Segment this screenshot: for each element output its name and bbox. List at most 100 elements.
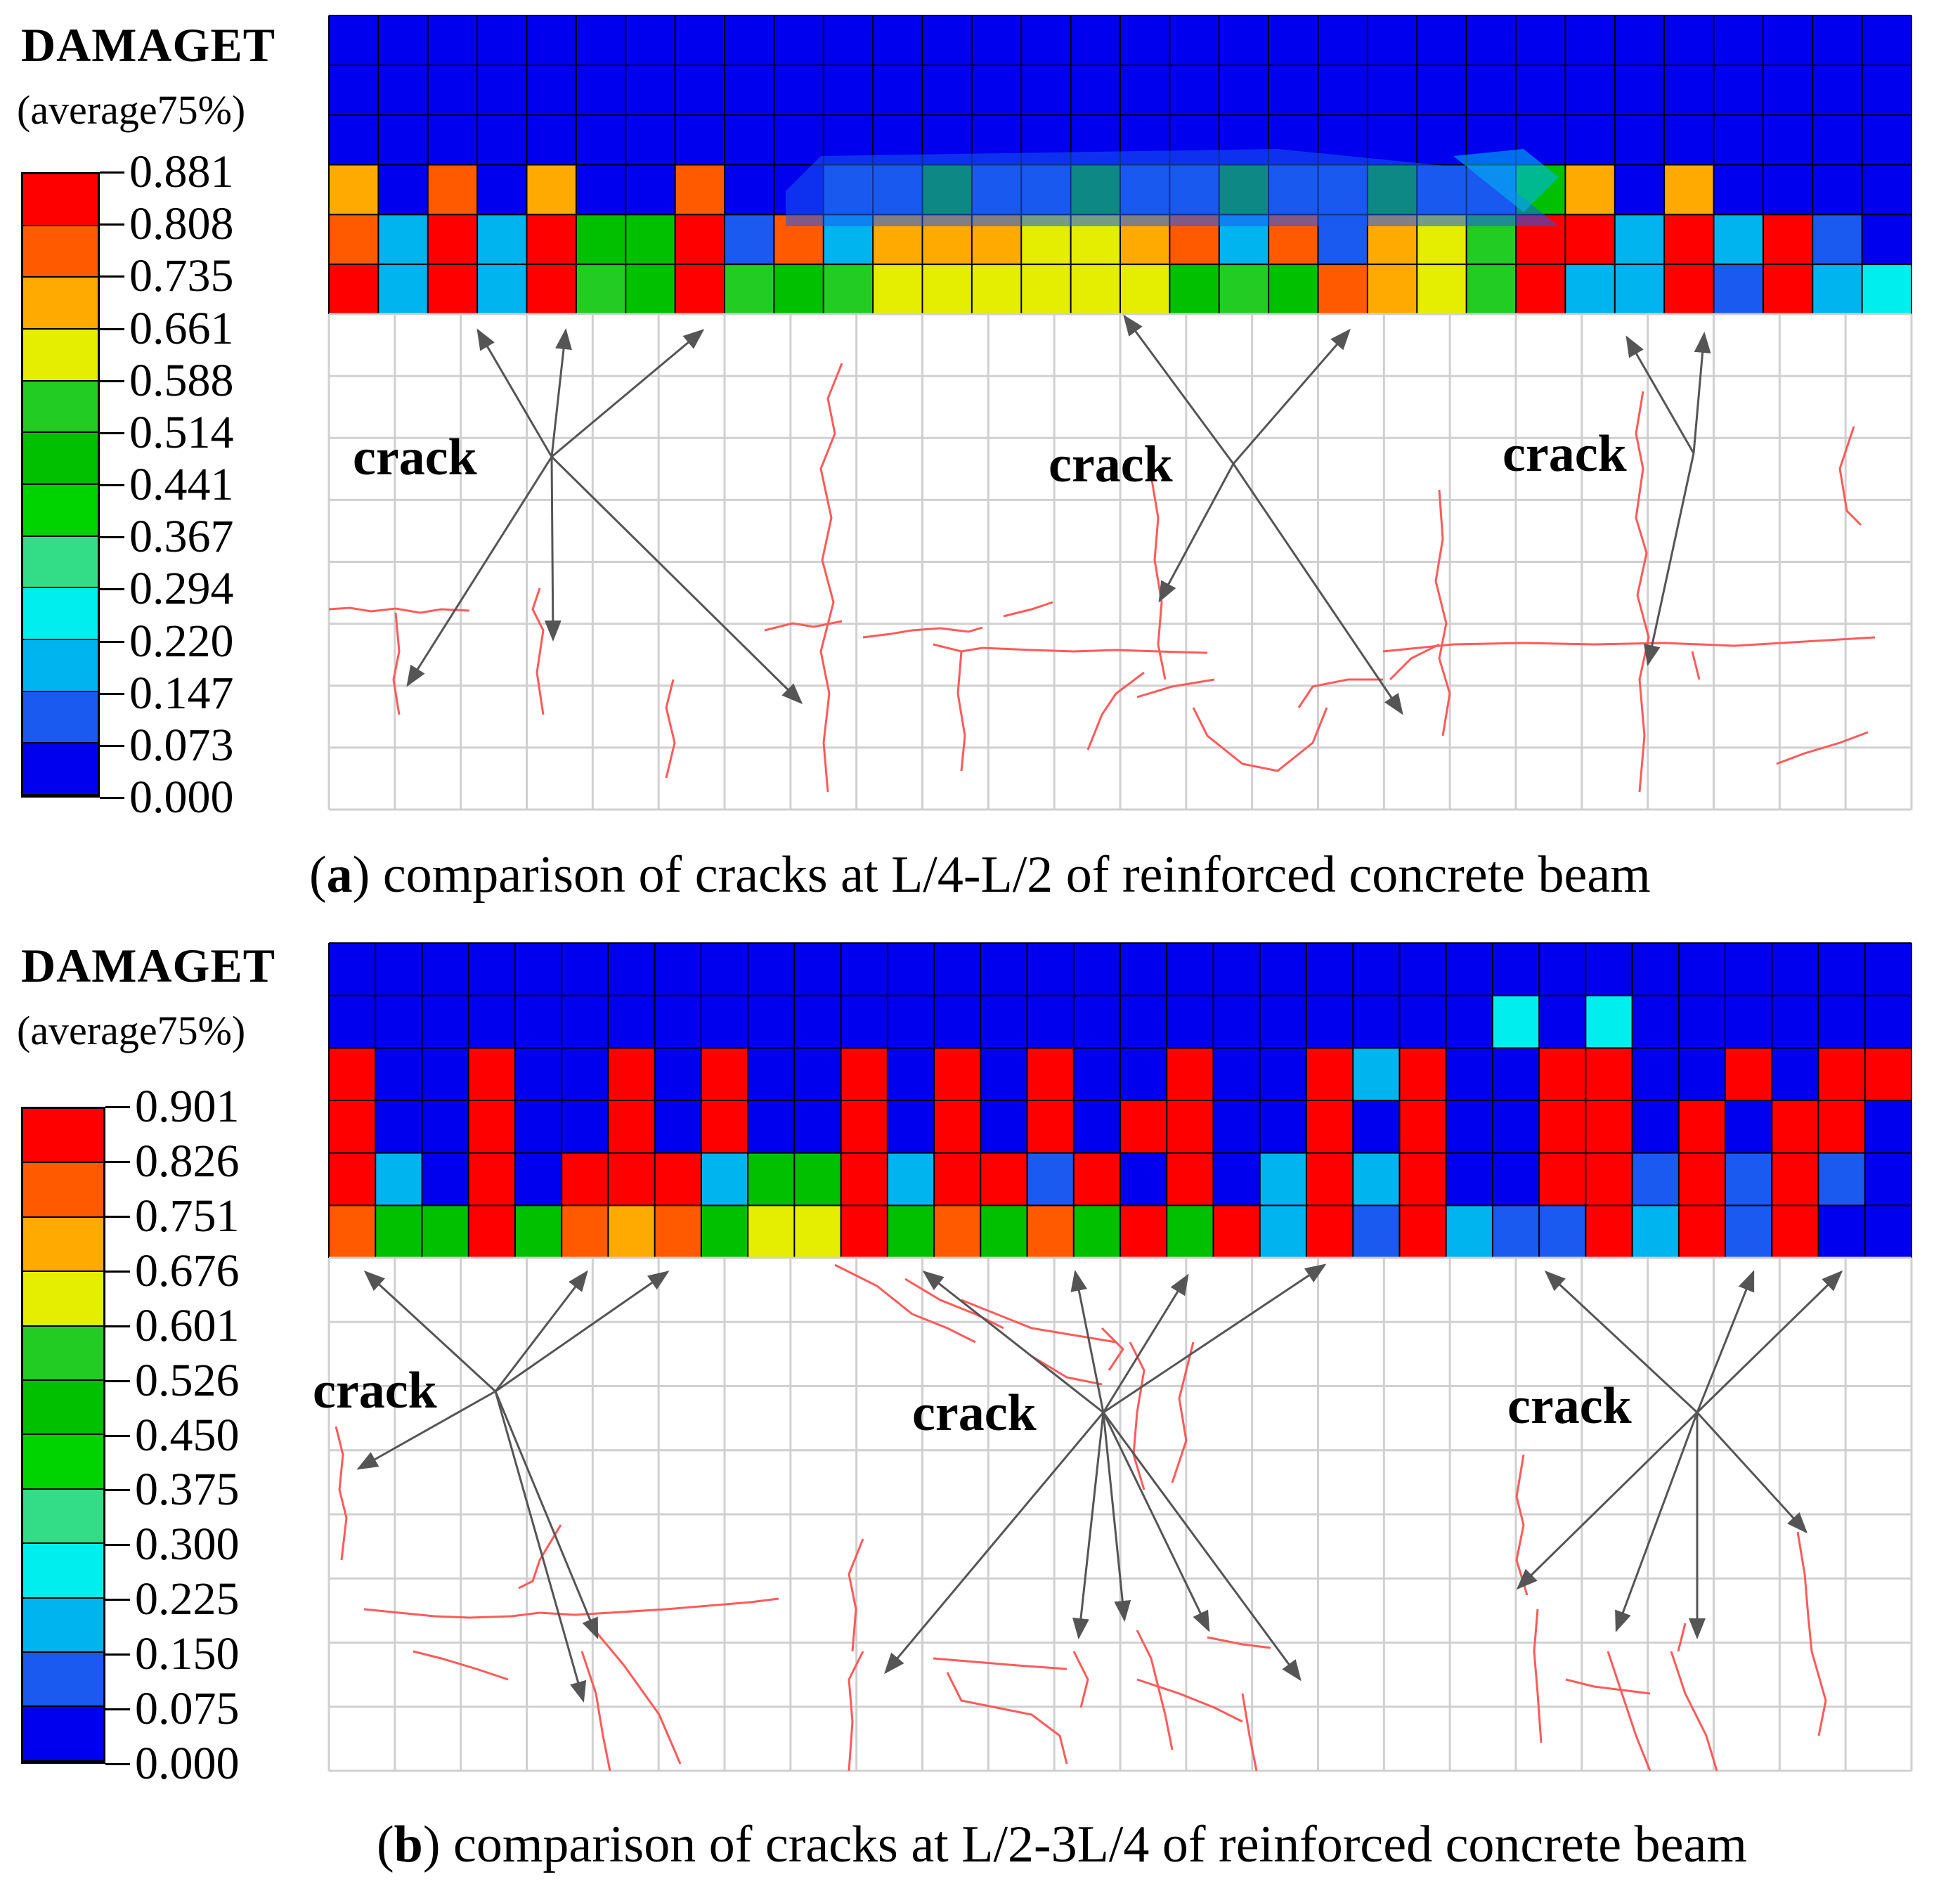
crack-line <box>1101 1327 1124 1371</box>
legend-tick <box>100 484 124 486</box>
mesh-cell <box>1772 1152 1819 1206</box>
mesh-cell <box>1713 214 1764 265</box>
mesh-cell <box>1565 214 1616 265</box>
mesh-cell <box>887 1205 935 1259</box>
legend-tick <box>105 1325 130 1327</box>
mesh-cell <box>329 264 379 315</box>
crack-line <box>819 363 843 793</box>
mesh-cell <box>625 214 676 265</box>
panel-a: DAMAGET (average75%) 0.881 0.808 0.735 0.66… <box>0 0 1960 928</box>
caption-b: (b) comparison of cracks at L/2-3L/4 of … <box>377 1816 1747 1873</box>
crack-arrow <box>494 1391 587 1703</box>
mesh-cell <box>1772 1100 1819 1154</box>
mesh-cell <box>329 1152 376 1206</box>
legend-value: 0.441 <box>129 459 234 510</box>
legend-tick <box>105 1160 130 1163</box>
mesh-cell <box>675 164 725 215</box>
mesh-cell <box>562 1152 609 1206</box>
crack-arrow <box>495 1271 670 1393</box>
mesh-cell <box>329 214 379 265</box>
legend-color-band <box>23 226 98 278</box>
mesh-cell <box>1027 1205 1075 1259</box>
crack-line <box>1241 1693 1258 1772</box>
crack-line <box>1086 671 1145 750</box>
legend-color-band <box>23 1272 103 1327</box>
legend-color-band <box>23 1598 103 1653</box>
legend-color-band <box>23 1109 103 1164</box>
crack-line <box>1003 601 1053 618</box>
crack-arrow <box>1232 328 1351 464</box>
mesh-cell <box>468 1205 516 1259</box>
crack-arrow <box>1070 1270 1105 1413</box>
mesh-cell <box>1818 1048 1866 1101</box>
legend-tick <box>100 588 124 591</box>
legend-tick <box>105 1544 130 1547</box>
mesh-cell <box>1539 1048 1586 1101</box>
crack-arrow <box>363 1270 497 1393</box>
damage-band <box>1453 149 1559 212</box>
mesh-cell <box>1073 1152 1121 1206</box>
mesh-cell <box>1713 264 1764 315</box>
crack-line <box>1691 651 1701 680</box>
mesh-cell <box>1725 1048 1772 1101</box>
crack-line <box>1670 1651 1718 1772</box>
crack-line <box>1136 678 1215 698</box>
crack-line <box>933 1657 1067 1670</box>
mesh-cell <box>1864 1048 1912 1101</box>
mesh-cell <box>1259 1205 1307 1259</box>
legend-tick <box>100 744 124 747</box>
legend-color-band <box>23 174 98 226</box>
mesh-cell <box>1725 1152 1772 1206</box>
damage-band <box>786 149 1559 226</box>
crack-arrow <box>1158 463 1235 603</box>
crack-line <box>1072 1651 1089 1708</box>
crack-line <box>392 612 401 715</box>
mesh-cell <box>1399 1152 1447 1206</box>
mesh-cell <box>576 264 626 315</box>
crack-line <box>848 1651 864 1772</box>
mesh-cell <box>654 1152 702 1206</box>
legend-color-band <box>23 588 98 640</box>
legend-value: 0.588 <box>129 354 234 406</box>
crack-pattern-photo <box>327 1256 1913 1772</box>
mesh-cell <box>1169 264 1220 315</box>
mesh-cell <box>1678 1152 1726 1206</box>
mesh-cell <box>375 1205 422 1259</box>
crack-line <box>363 1597 779 1619</box>
mesh-cell <box>1306 1205 1354 1259</box>
legend-value: 0.000 <box>135 1738 240 1789</box>
mesh-cell <box>1812 214 1863 265</box>
crack-arrow <box>1696 1270 1843 1414</box>
mesh-cell <box>375 1152 422 1206</box>
fea-damage-contour <box>328 15 1912 315</box>
mesh-cell <box>329 1100 376 1154</box>
mesh-cell <box>625 264 676 315</box>
mesh-cell <box>1678 1100 1726 1154</box>
crack-line <box>1776 731 1869 765</box>
mesh-cell <box>922 264 973 315</box>
crack-arrow <box>1696 1411 1808 1534</box>
crack-arrow <box>1696 1270 1755 1413</box>
crack-arrow <box>551 329 705 458</box>
mesh-cell <box>1466 264 1517 315</box>
mesh-cell <box>1259 1152 1307 1206</box>
legend-color-band <box>23 1381 103 1436</box>
crack-arrow <box>544 456 562 642</box>
mesh-cell <box>1725 1205 1772 1259</box>
legend-tick <box>100 536 124 539</box>
crack-arrow <box>1643 453 1695 666</box>
mesh-cell <box>1585 1152 1633 1206</box>
mesh-cell <box>980 1205 1028 1259</box>
mesh-cell <box>1492 995 1540 1048</box>
mesh-cell <box>1614 264 1665 315</box>
mesh-cell <box>1565 264 1616 315</box>
mesh-cell <box>1539 1205 1586 1259</box>
legend-tick <box>100 692 124 695</box>
crack-arrow <box>1102 1412 1131 1622</box>
mesh-cell <box>1585 995 1633 1048</box>
crack-line <box>1382 636 1876 653</box>
crack-arrow <box>494 1391 599 1639</box>
legend-tick <box>100 797 124 799</box>
legend-value: 0.367 <box>129 511 234 563</box>
mesh-cell <box>841 1152 888 1206</box>
